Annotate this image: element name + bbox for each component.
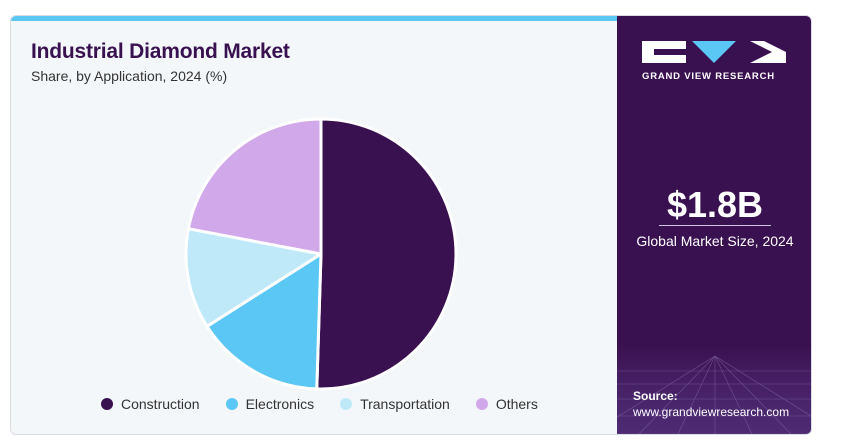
legend-item-others: Others bbox=[475, 396, 538, 412]
chart-title: Industrial Diamond Market bbox=[31, 40, 290, 63]
logo-triangle-icon bbox=[692, 41, 736, 63]
pie-slice-others bbox=[186, 117, 323, 256]
market-size-label: Global Market Size, 2024 bbox=[636, 233, 794, 249]
pie-slice-construction bbox=[315, 117, 458, 391]
logo-mark bbox=[642, 41, 792, 63]
legend-swatch bbox=[225, 398, 238, 410]
legend-item-electronics: Electronics bbox=[225, 396, 315, 412]
legend-label: Transportation bbox=[360, 396, 450, 412]
logo-block-left-icon bbox=[642, 41, 686, 63]
brand-logo: GRAND VIEW RESEARCH bbox=[642, 41, 792, 82]
chart-panel: Industrial Diamond Market Share, by Appl… bbox=[11, 16, 617, 434]
accent-bar bbox=[11, 16, 617, 21]
legend-swatch bbox=[101, 398, 113, 410]
source-label: Source: bbox=[633, 389, 678, 403]
legend-swatch bbox=[340, 398, 353, 410]
chart-card: Industrial Diamond Market Share, by Appl… bbox=[10, 15, 812, 435]
legend-label: Electronics bbox=[245, 396, 315, 412]
pie-slice-transportation bbox=[184, 227, 323, 328]
pie-chart bbox=[184, 117, 458, 391]
chart-subtitle: Share, by Application, 2024 (%) bbox=[31, 68, 228, 84]
pie-slice-electronics bbox=[205, 252, 323, 391]
logo-block-right-icon bbox=[742, 41, 786, 63]
legend-label: Others bbox=[495, 396, 538, 412]
legend-item-construction: Construction bbox=[101, 396, 200, 412]
legend-swatch bbox=[475, 398, 488, 410]
chart-legend: Construction Electronics Transportation Oth… bbox=[101, 396, 538, 412]
decorative-grid bbox=[617, 346, 811, 434]
legend-label: Construction bbox=[121, 396, 200, 412]
divider bbox=[659, 225, 771, 226]
source-link[interactable]: www.grandviewresearch.com bbox=[633, 405, 790, 419]
info-panel: GRAND VIEW RESEARCH $1.8B Global Market … bbox=[617, 16, 811, 434]
brand-name: GRAND VIEW RESEARCH bbox=[642, 71, 775, 82]
legend-item-transportation: Transportation bbox=[340, 396, 450, 412]
market-size-value: $1.8B bbox=[666, 184, 764, 225]
